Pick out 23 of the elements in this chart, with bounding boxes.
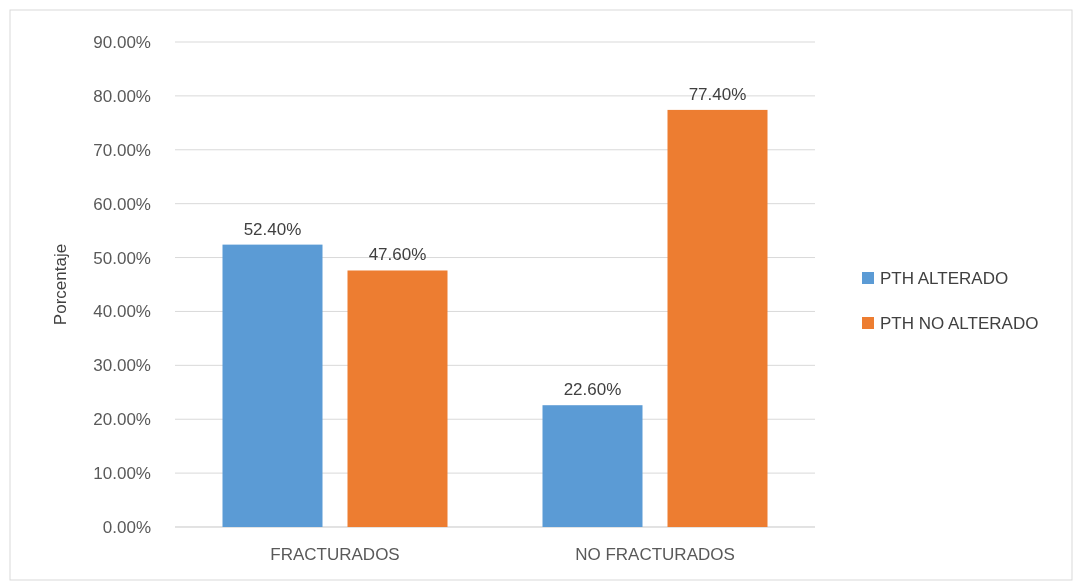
- x-tick-label: FRACTURADOS: [270, 545, 400, 564]
- y-tick-label: 30.00%: [93, 356, 151, 376]
- bar: [347, 270, 448, 527]
- legend-label: PTH ALTERADO: [880, 268, 1009, 288]
- y-tick-label: 10.00%: [93, 464, 151, 484]
- legend-label: PTH NO ALTERADO: [880, 313, 1039, 333]
- y-tick-label: 90.00%: [93, 32, 151, 52]
- bar: [222, 244, 323, 527]
- y-axis-title: Porcentaje: [51, 243, 70, 326]
- y-tick-label: 0.00%: [102, 517, 151, 537]
- data-label: 52.40%: [243, 219, 302, 239]
- y-tick-label: 60.00%: [93, 194, 151, 214]
- data-label: 77.40%: [688, 84, 747, 104]
- y-tick-label: 20.00%: [93, 410, 151, 430]
- data-label: 22.60%: [563, 380, 622, 400]
- y-tick-label: 40.00%: [93, 302, 151, 322]
- y-tick-label: 80.00%: [93, 86, 151, 106]
- x-tick-label: NO FRACTURADOS: [575, 545, 735, 564]
- y-tick-label: 50.00%: [93, 248, 151, 268]
- data-label: 47.60%: [368, 245, 427, 265]
- y-tick-label: 70.00%: [93, 140, 151, 160]
- bar: [667, 109, 768, 527]
- bar: [542, 405, 643, 527]
